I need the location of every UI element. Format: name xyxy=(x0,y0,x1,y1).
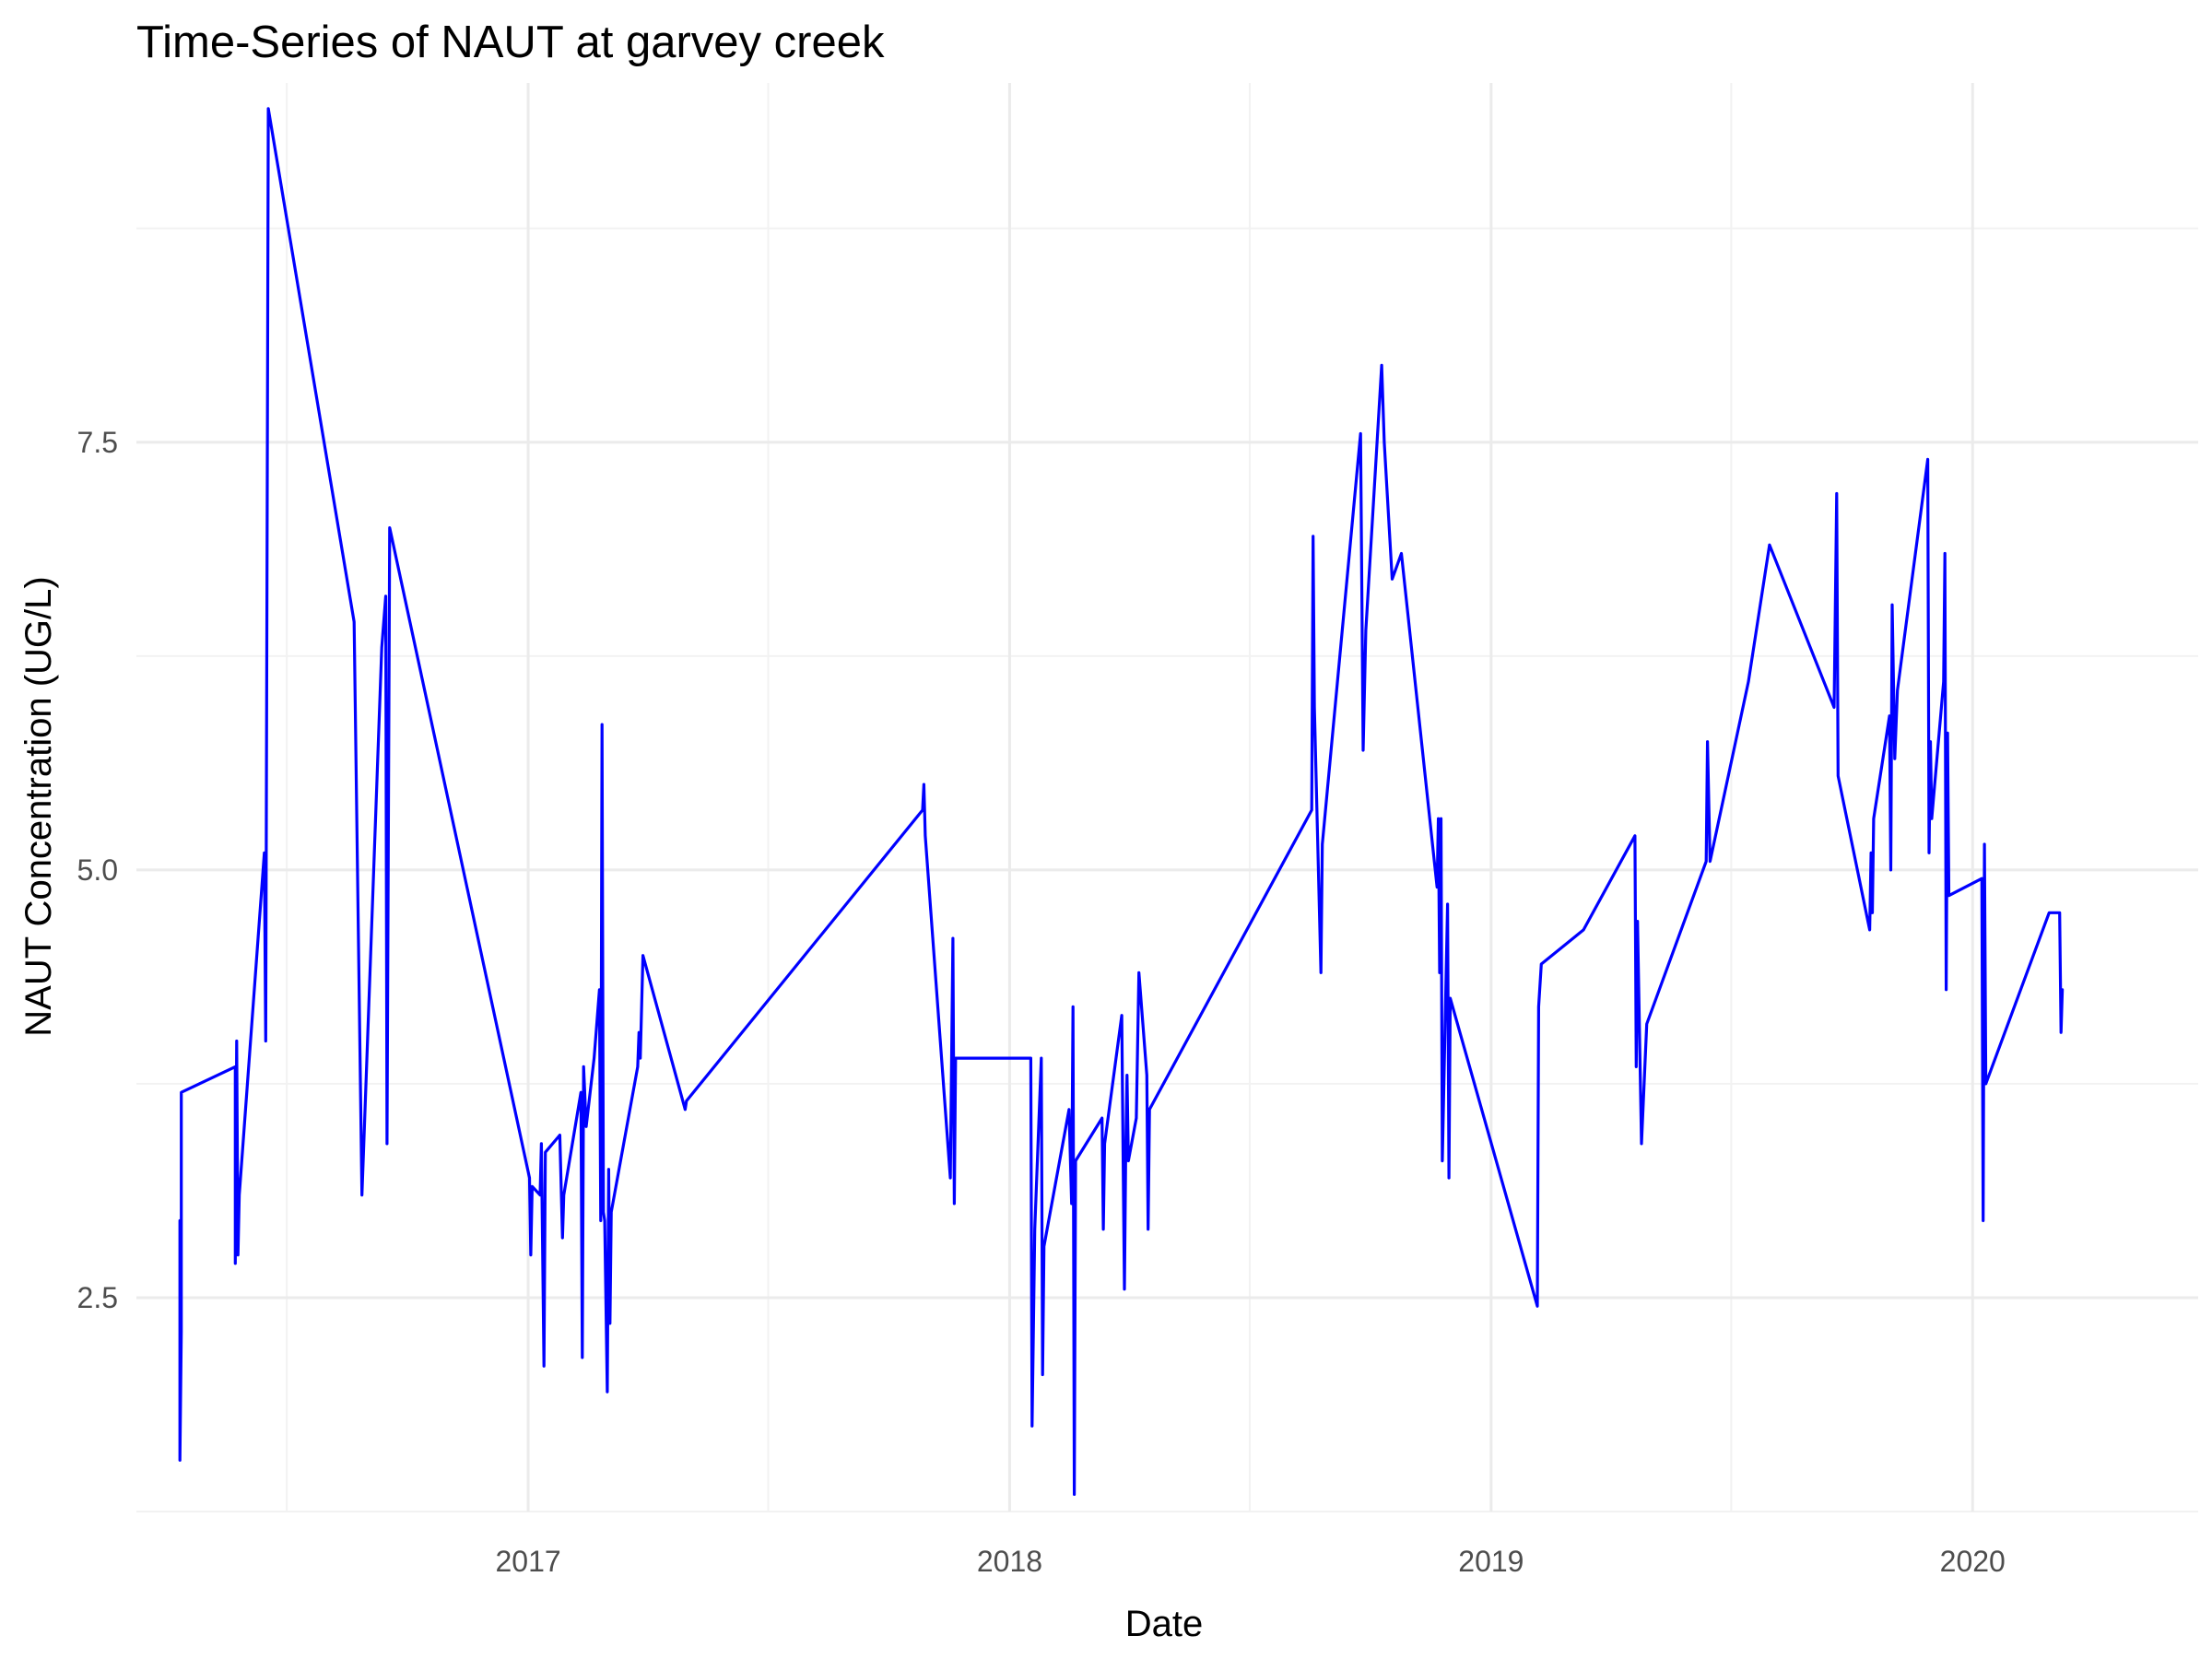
minor-gridlines xyxy=(136,83,2198,1512)
series-line-1 xyxy=(178,107,2065,1497)
y-tick-labels: 2.5 5.0 7.5 xyxy=(77,426,118,1314)
x-tick-label-2017: 2017 xyxy=(495,1545,560,1578)
x-tick-label-2018: 2018 xyxy=(977,1545,1042,1578)
chart-title: Time-Series of NAUT at garvey creek xyxy=(136,18,885,67)
series-layer xyxy=(178,107,2065,1497)
y-axis-title: NAUT Concentration (UG/L) xyxy=(18,576,59,1036)
y-tick-label-5-0: 5.0 xyxy=(77,853,118,887)
y-tick-label-2-5: 2.5 xyxy=(77,1281,118,1314)
x-axis-title: Date xyxy=(1125,1604,1204,1644)
x-tick-labels: 2017 2018 2019 2020 xyxy=(495,1545,2005,1578)
x-tick-label-2019: 2019 xyxy=(1458,1545,1524,1578)
x-tick-label-2020: 2020 xyxy=(1940,1545,2006,1578)
major-gridlines xyxy=(136,83,2198,1512)
y-tick-label-7-5: 7.5 xyxy=(77,426,118,459)
